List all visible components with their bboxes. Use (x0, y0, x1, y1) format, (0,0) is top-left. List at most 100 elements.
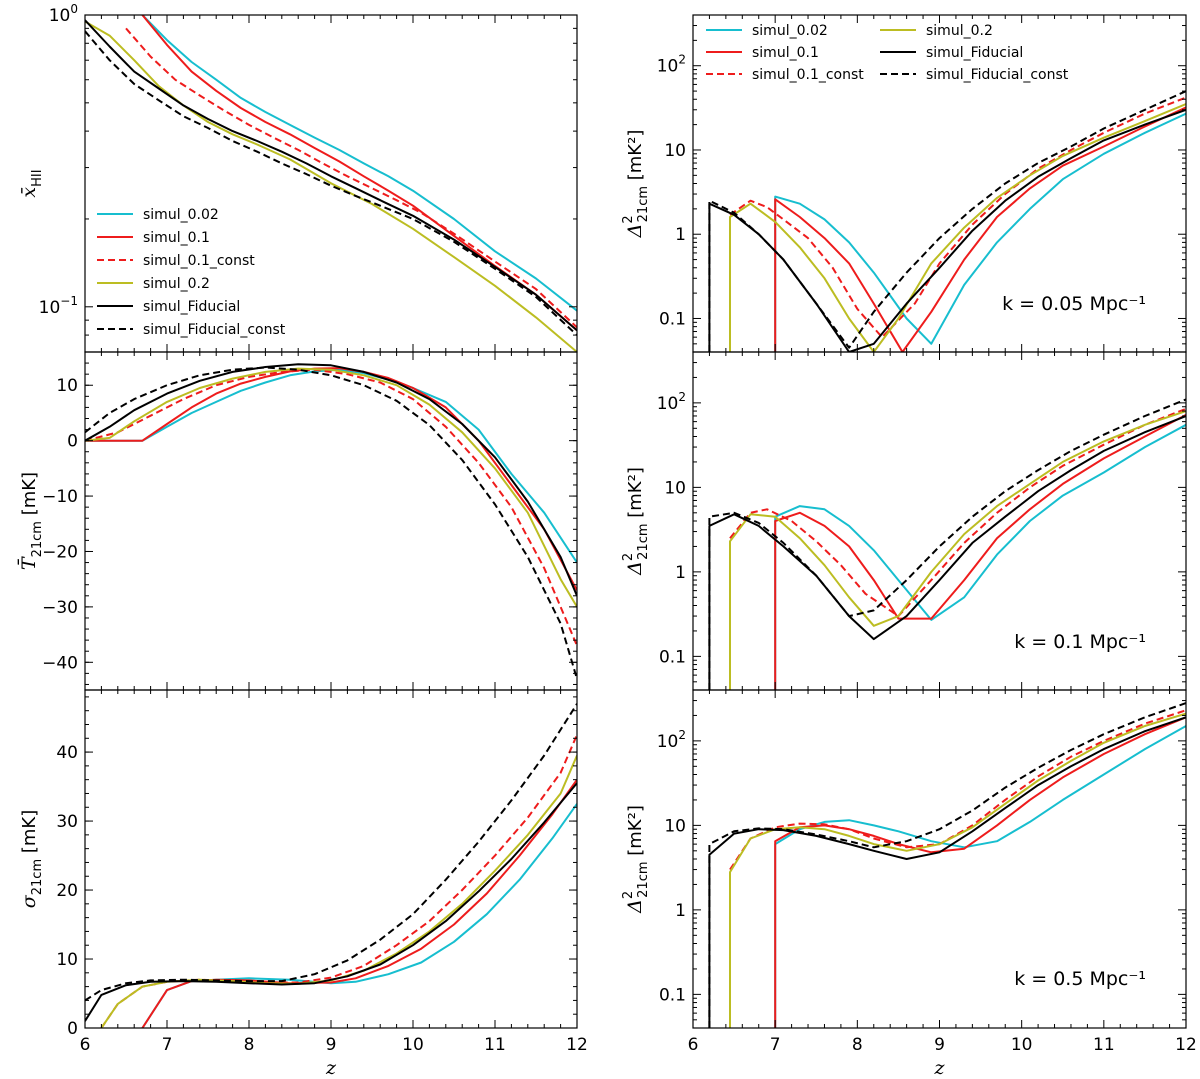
series-line-simul_Fiducial_const (85, 366, 577, 680)
y-tick-label: −30 (42, 598, 78, 618)
legend-label: simul_0.1_const (752, 67, 864, 83)
y-axis-label: Δ221cm [mK²] (621, 130, 651, 239)
y-tick-label: 102 (657, 728, 686, 752)
legend-entry: simul_0.02 (706, 23, 828, 39)
y-tick-label: 10 (664, 816, 686, 836)
series-line-simul_0.2 (85, 367, 577, 608)
series-group (85, 363, 577, 680)
x-tick-label: 9 (934, 1035, 945, 1055)
y-axis-label: Δ221cm [mK²] (621, 467, 651, 576)
series-line-simul_0.1_const (85, 368, 577, 647)
y-tick-label: 0 (67, 432, 78, 452)
series-group (708, 702, 1186, 1028)
legend-xHII: simul_0.02 simul_0.1 simul_0.1_const simul_… (97, 207, 286, 338)
legend-label: simul_Fiducial_const (926, 67, 1069, 83)
panel-ps_k005: 0.1 1 10 102 Δ221cm [mK²] k = 0.05 Mpc⁻¹ (621, 14, 1187, 353)
series-line-simul_0.2 (729, 712, 1186, 1028)
k-annotation: k = 0.1 Mpc⁻¹ (1014, 631, 1146, 653)
series-line-simul_0.1 (141, 779, 577, 1028)
y-tick-label: 10 (664, 478, 686, 498)
series-line-simul_0.2 (729, 410, 1186, 690)
legend-label: simul_Fiducial (143, 299, 240, 315)
series-line-simul_Fiducial_const (85, 703, 577, 1002)
x-tick-label: 12 (566, 1035, 588, 1055)
y-tick-label: 20 (56, 881, 78, 901)
y-tick-label: 1 (675, 901, 686, 921)
legend-entry: simul_0.1 (97, 230, 210, 246)
x-tick-label: 11 (1093, 1035, 1115, 1055)
legend-entry: simul_0.02 (97, 207, 219, 223)
legend-entry: simul_0.2 (97, 276, 210, 292)
y-tick-label: 10 (56, 376, 78, 396)
legend-entry: simul_Fiducial_const (97, 322, 286, 338)
y-tick-label: 10−1 (39, 294, 78, 318)
y-tick-label: 1 (675, 563, 686, 583)
x-tick-label: 12 (1175, 1035, 1197, 1055)
legend-label: simul_0.02 (143, 207, 219, 223)
y-tick-label: 102 (657, 53, 686, 77)
legend-entry: simul_0.1_const (97, 253, 255, 269)
k-annotation: k = 0.05 Mpc⁻¹ (1002, 293, 1146, 315)
series-line-simul_Fiducial_const (708, 90, 1186, 352)
series-group (85, 15, 577, 352)
series-line-simul_0.1 (774, 716, 1186, 1028)
series-line-simul_0.1_const (729, 709, 1186, 871)
series-line-simul_0.02 (774, 423, 1186, 690)
y-tick-label: −40 (42, 653, 78, 673)
series-line-simul_0.02 (774, 112, 1186, 352)
legend-ps: simul_0.02 simul_0.1 simul_0.1_const simul_… (706, 23, 1069, 83)
panel-ps_k01: 0.1 1 10 102 Δ221cm [mK²] k = 0.1 Mpc⁻¹ (621, 351, 1187, 691)
y-tick-label: 1 (675, 225, 686, 245)
series-line-simul_Fiducial_const (85, 30, 577, 336)
series-line-simul_Fiducial (85, 782, 577, 1022)
legend-label: simul_0.2 (143, 276, 210, 292)
y-tick-label: 30 (56, 812, 78, 832)
series-line-simul_0.1 (774, 106, 1186, 352)
series-line-simul_0.2 (85, 20, 577, 352)
legend-entry: simul_0.1 (706, 45, 819, 61)
x-tick-label: 6 (80, 1035, 91, 1055)
y-tick-label: 0 (67, 1019, 78, 1039)
legend-label: simul_Fiducial (926, 45, 1023, 61)
y-tick-label: 0.1 (659, 985, 686, 1005)
x-tick-label: 10 (1011, 1035, 1033, 1055)
panel-ps_k05: 6 7 8 9 10 11 12 z 0.1 1 10 102 Δ221cm [mK²] k = 0.5 … (621, 689, 1197, 1079)
series-group (708, 398, 1186, 690)
legend-label: simul_Fiducial_const (143, 322, 286, 338)
panel-xHII: 10−1 100 x̄HII (18, 2, 578, 353)
legend-entry: simul_Fiducial (880, 45, 1023, 61)
y-axis-label: x̄HII (18, 169, 45, 197)
series-group (708, 90, 1186, 352)
series-line-simul_Fiducial_const (708, 702, 1186, 1028)
y-tick-label: −20 (42, 542, 78, 562)
x-axis-label: z (933, 1057, 945, 1079)
y-axis-label: Δ221cm [mK²] (621, 805, 651, 914)
x-tick-label: 11 (484, 1035, 506, 1055)
panel-Tb: 10 0 −10 −20 −30 −40 T̄21cm [mK] (17, 351, 578, 691)
y-tick-label: 10 (664, 141, 686, 161)
legend-label: simul_0.1 (143, 230, 210, 246)
series-line-simul_0.1 (774, 414, 1186, 690)
series-group (85, 703, 577, 1028)
series-line-simul_0.02 (141, 15, 577, 312)
y-tick-label: 100 (49, 2, 78, 26)
x-tick-label: 9 (326, 1035, 337, 1055)
x-tick-label: 10 (402, 1035, 424, 1055)
legend-label: simul_0.02 (752, 23, 828, 39)
series-line-simul_0.02 (141, 803, 577, 1028)
series-line-simul_0.1 (141, 15, 577, 332)
y-tick-label: 0.1 (659, 309, 686, 329)
legend-label: simul_0.2 (926, 23, 993, 39)
series-line-simul_Fiducial (708, 716, 1186, 1028)
y-axis-label: T̄21cm [mK] (17, 472, 45, 570)
panel-sigma: 6 7 8 9 10 11 12 z 0 10 20 30 40 σ21cm [mK] (18, 689, 588, 1079)
axes-frame (84, 351, 578, 691)
x-tick-label: 8 (852, 1035, 863, 1055)
legend-entry: simul_0.1_const (706, 67, 864, 83)
y-tick-label: −10 (42, 487, 78, 507)
k-annotation: k = 0.5 Mpc⁻¹ (1014, 968, 1146, 990)
series-line-simul_Fiducial (708, 415, 1186, 690)
series-line-simul_0.1_const (729, 96, 1186, 339)
series-line-simul_0.1_const (100, 734, 577, 1028)
